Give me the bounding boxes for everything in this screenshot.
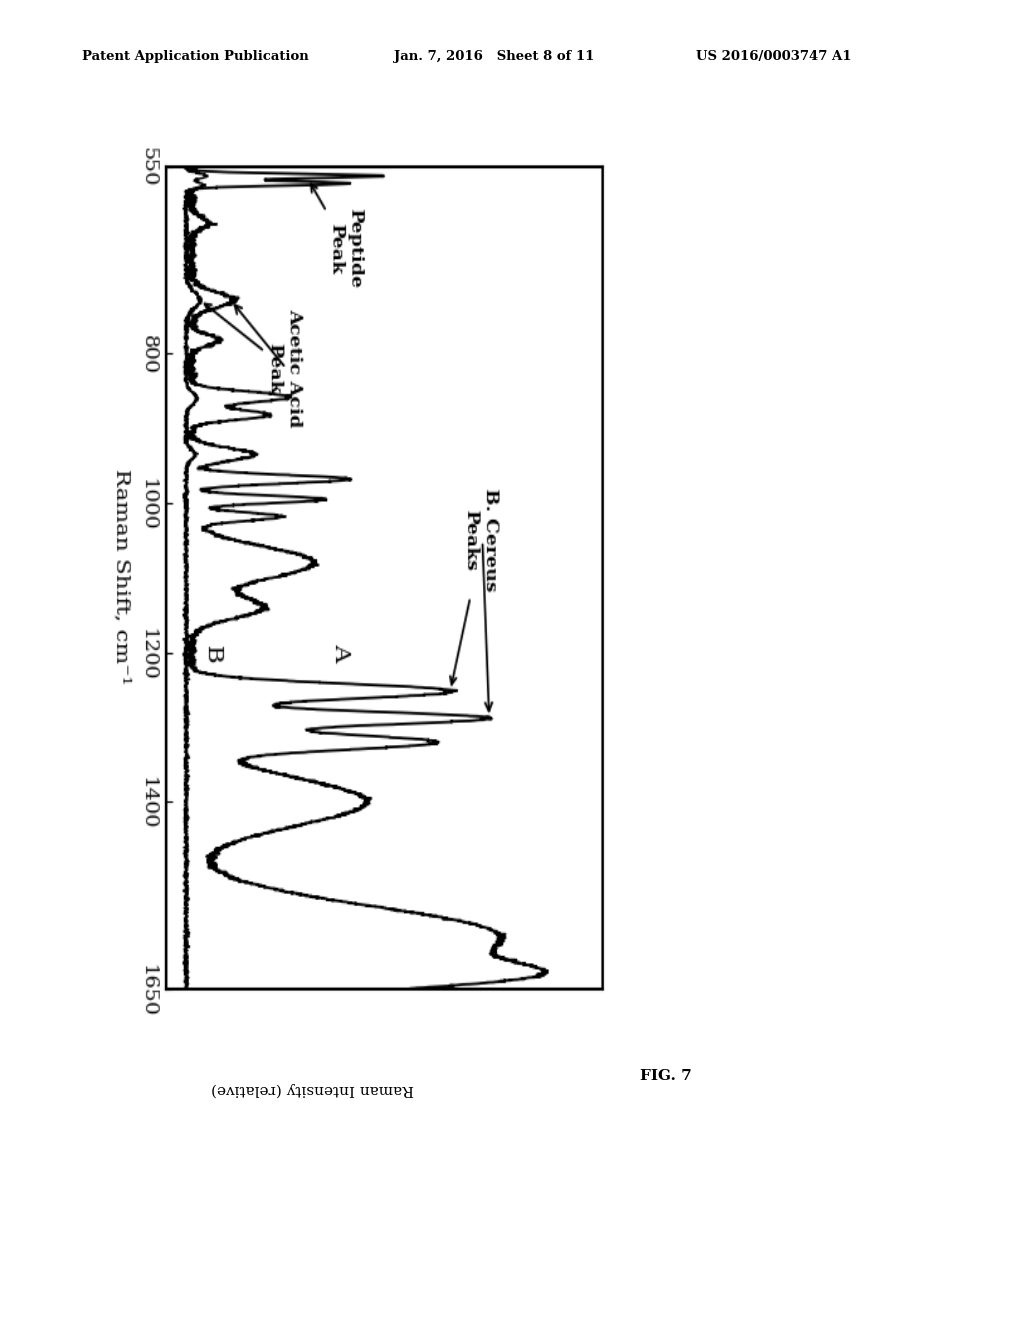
Text: US 2016/0003747 A1: US 2016/0003747 A1 (696, 50, 852, 63)
Text: Jan. 7, 2016   Sheet 8 of 11: Jan. 7, 2016 Sheet 8 of 11 (394, 50, 595, 63)
Text: Patent Application Publication: Patent Application Publication (82, 50, 308, 63)
Text: Raman Intensity (relative): Raman Intensity (relative) (211, 1082, 414, 1096)
Text: FIG. 7: FIG. 7 (640, 1069, 692, 1082)
